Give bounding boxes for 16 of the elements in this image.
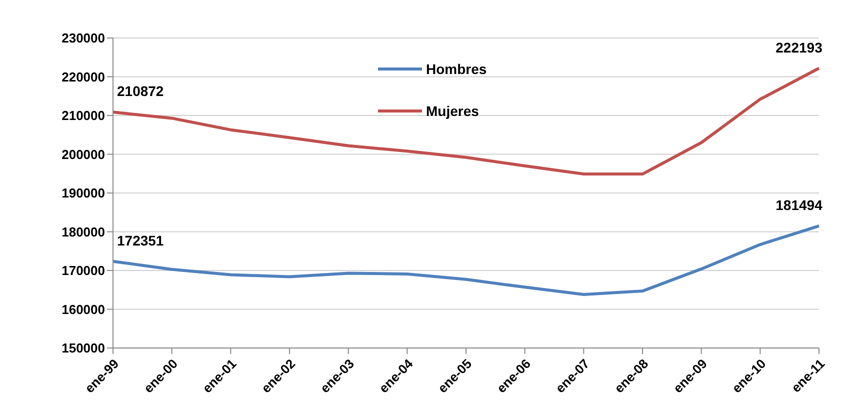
data-label: 181494	[776, 196, 823, 213]
y-tick-label: 180000	[62, 224, 105, 240]
y-tick-label: 200000	[62, 146, 105, 162]
y-tick-label: 190000	[62, 186, 105, 201]
legend-label: Hombres	[426, 61, 487, 77]
y-tick-label: 160000	[62, 302, 105, 317]
legend-label: Mujeres	[426, 103, 479, 119]
y-tick-label: 230000	[62, 30, 105, 46]
line-series	[112, 224, 820, 296]
y-tick-label: 170000	[62, 263, 105, 278]
data-label: 172351	[117, 232, 164, 248]
data-label: 222193	[776, 39, 823, 56]
data-label: 210872	[117, 83, 164, 100]
y-tick-label: 150000	[62, 340, 105, 356]
y-tick-label: 220000	[62, 69, 105, 84]
y-tick-label: 210000	[62, 108, 105, 124]
